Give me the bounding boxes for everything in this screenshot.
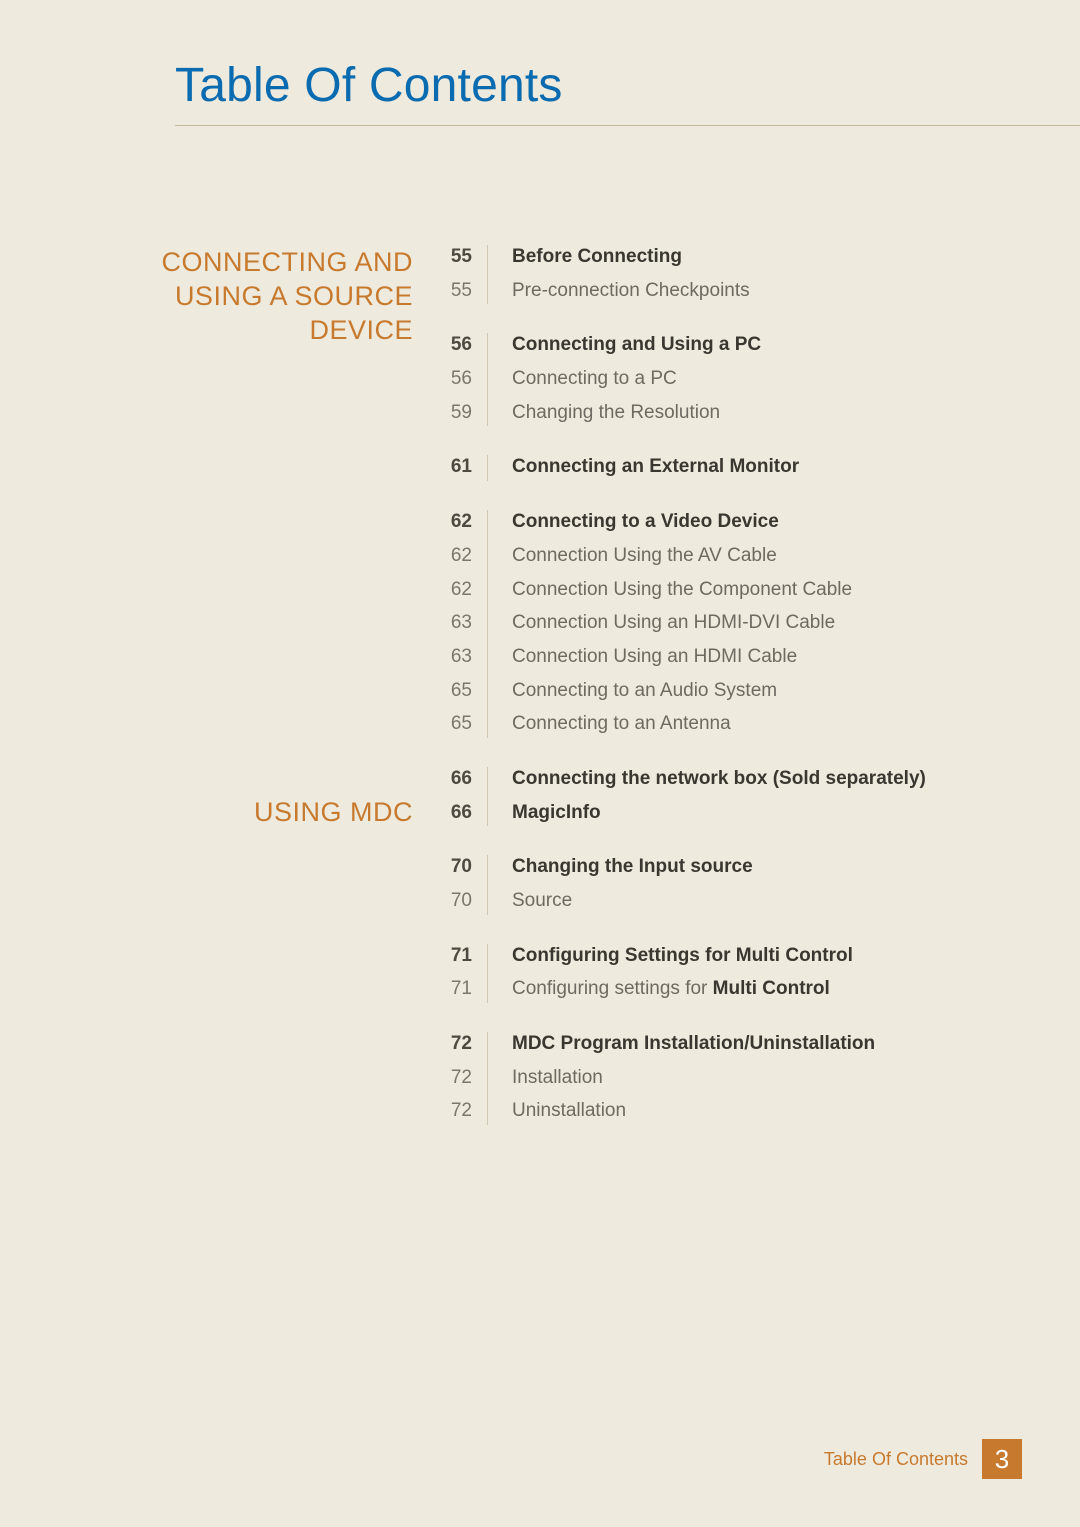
toc-page-number: 66	[434, 767, 472, 792]
toc-page-number: 62	[434, 510, 472, 535]
group-vertical-rule	[487, 510, 488, 738]
toc-entry-label: MagicInfo	[472, 801, 601, 826]
group-vertical-rule	[487, 855, 488, 914]
toc-page-number: 70	[434, 855, 472, 880]
toc-page-number: 56	[434, 333, 472, 358]
toc-page-number: 72	[434, 1066, 472, 1091]
toc-group: 56Connecting and Using a PC56Connecting …	[434, 329, 974, 430]
group-vertical-rule	[487, 455, 488, 481]
toc-group: 62Connecting to a Video Device62Connecti…	[434, 506, 974, 742]
toc-row[interactable]: 61Connecting an External Monitor	[434, 451, 974, 485]
toc-row[interactable]: 55Before Connecting	[434, 241, 974, 275]
toc-page-number: 72	[434, 1099, 472, 1124]
toc-page-number: 62	[434, 578, 472, 603]
toc-row[interactable]: 71Configuring Settings for Multi Control	[434, 940, 974, 974]
toc-entry-label: Connecting to an Antenna	[472, 712, 731, 737]
toc-group: 71Configuring Settings for Multi Control…	[434, 940, 974, 1007]
toc-row[interactable]: 59Changing the Resolution	[434, 397, 974, 431]
toc-page-number: 61	[434, 455, 472, 480]
page-title: Table Of Contents	[175, 58, 563, 113]
group-vertical-rule	[487, 245, 488, 304]
toc-row[interactable]: 72MDC Program Installation/Uninstallatio…	[434, 1028, 974, 1062]
footer: Table Of Contents 3	[824, 1439, 1022, 1479]
toc-page-number: 62	[434, 544, 472, 569]
toc-entry-label: Connection Using the AV Cable	[472, 544, 777, 569]
toc-entries: 55Before Connecting55Pre-connection Chec…	[434, 241, 974, 1150]
toc-page-number: 59	[434, 401, 472, 426]
toc-entry-label: Pre-connection Checkpoints	[472, 279, 750, 304]
toc-row[interactable]: 63Connection Using an HDMI-DVI Cable	[434, 607, 974, 641]
toc-entry-label: Configuring Settings for Multi Control	[472, 944, 853, 969]
group-vertical-rule	[487, 767, 488, 826]
toc-row[interactable]: 65Connecting to an Audio System	[434, 675, 974, 709]
toc-row[interactable]: 63Connection Using an HDMI Cable	[434, 641, 974, 675]
toc-entry-label: MDC Program Installation/Uninstallation	[472, 1032, 875, 1057]
title-rule	[175, 125, 1080, 126]
toc-row[interactable]: 56Connecting and Using a PC	[434, 329, 974, 363]
group-vertical-rule	[487, 333, 488, 426]
toc-entry-label: Connection Using an HDMI Cable	[472, 645, 797, 670]
toc-page-number: 66	[434, 801, 472, 826]
toc-entry-label: Connection Using an HDMI-DVI Cable	[472, 611, 835, 636]
toc-row[interactable]: 66MagicInfo	[434, 797, 974, 831]
toc-page-number: 70	[434, 889, 472, 914]
toc-row[interactable]: 65Connecting to an Antenna	[434, 708, 974, 742]
toc-row[interactable]: 70Changing the Input source	[434, 851, 974, 885]
toc-row[interactable]: 55Pre-connection Checkpoints	[434, 275, 974, 309]
toc-group: 66Connecting the network box (Sold separ…	[434, 763, 974, 830]
toc-row[interactable]: 62Connection Using the Component Cable	[434, 574, 974, 608]
toc-group: 70Changing the Input source70Source	[434, 851, 974, 918]
toc-row[interactable]: 71Configuring settings for Multi Control	[434, 973, 974, 1007]
footer-label: Table Of Contents	[824, 1449, 968, 1470]
toc-page-number: 71	[434, 977, 472, 1002]
toc-page-number: 65	[434, 679, 472, 704]
toc-row[interactable]: 62Connection Using the AV Cable	[434, 540, 974, 574]
toc-row[interactable]: 66Connecting the network box (Sold separ…	[434, 763, 974, 797]
toc-row[interactable]: 56Connecting to a PC	[434, 363, 974, 397]
toc-entry-label: Installation	[472, 1066, 603, 1091]
toc-page-number: 55	[434, 245, 472, 270]
toc-entry-label: Connecting the network box (Sold separat…	[472, 767, 926, 792]
toc-entry-label: Configuring settings for Multi Control	[472, 977, 830, 1002]
chapter-title-using-mdc: USING MDC	[71, 796, 413, 830]
toc-entry-label: Connecting and Using a PC	[472, 333, 761, 358]
toc-entry-label: Connecting an External Monitor	[472, 455, 799, 480]
toc-entry-label: Uninstallation	[472, 1099, 626, 1124]
toc-page-number: 71	[434, 944, 472, 969]
toc-page-number: 56	[434, 367, 472, 392]
toc-group: 61Connecting an External Monitor	[434, 451, 974, 485]
toc-entry-label: Before Connecting	[472, 245, 682, 270]
toc-page-number: 72	[434, 1032, 472, 1057]
toc-page-number: 65	[434, 712, 472, 737]
toc-group: 55Before Connecting55Pre-connection Chec…	[434, 241, 974, 308]
footer-page-number: 3	[982, 1439, 1022, 1479]
toc-row[interactable]: 72Uninstallation	[434, 1095, 974, 1129]
group-vertical-rule	[487, 1032, 488, 1125]
group-vertical-rule	[487, 944, 488, 1003]
toc-entry-label: Connection Using the Component Cable	[472, 578, 852, 603]
toc-page-number: 55	[434, 279, 472, 304]
toc-group: 72MDC Program Installation/Uninstallatio…	[434, 1028, 974, 1129]
toc-entry-label: Connecting to an Audio System	[472, 679, 777, 704]
chapter-title-connecting: CONNECTING AND USING A SOURCE DEVICE	[71, 246, 413, 347]
toc-entry-label: Changing the Input source	[472, 855, 753, 880]
toc-entry-label: Connecting to a PC	[472, 367, 677, 392]
toc-row[interactable]: 72Installation	[434, 1062, 974, 1096]
toc-entry-label: Changing the Resolution	[472, 401, 720, 426]
toc-entry-label: Connecting to a Video Device	[472, 510, 779, 535]
toc-row[interactable]: 70Source	[434, 885, 974, 919]
toc-row[interactable]: 62Connecting to a Video Device	[434, 506, 974, 540]
toc-page-number: 63	[434, 611, 472, 636]
toc-page-number: 63	[434, 645, 472, 670]
